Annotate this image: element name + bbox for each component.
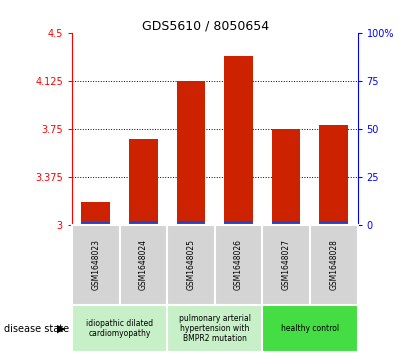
Text: GSM1648026: GSM1648026 [234,240,243,290]
Bar [215,225,262,305]
Text: GSM1648025: GSM1648025 [187,240,196,290]
Text: GSM1648027: GSM1648027 [282,240,291,290]
Bar [224,56,253,225]
Bar [319,221,348,225]
Text: ▶: ▶ [58,323,66,334]
Bar [129,139,158,225]
Bar [167,225,215,305]
Text: GSM1648028: GSM1648028 [329,240,338,290]
Bar [177,81,205,225]
Text: idiopathic dilated
cardiomyopathy: idiopathic dilated cardiomyopathy [86,319,153,338]
Bar [262,225,310,305]
Bar [272,129,300,225]
Bar [81,202,110,225]
Bar [319,125,348,225]
Bar [129,221,158,225]
Bar [81,222,110,225]
Text: GDS5610 / 8050654: GDS5610 / 8050654 [142,20,269,33]
Bar [310,225,358,305]
Text: healthy control: healthy control [281,324,339,333]
Bar [177,221,205,225]
Bar [72,225,120,305]
Text: pulmonary arterial
hypertension with
BMPR2 mutation: pulmonary arterial hypertension with BMP… [179,314,251,343]
Bar [224,221,253,225]
Text: disease state: disease state [4,323,69,334]
Text: GSM1648023: GSM1648023 [91,240,100,290]
Bar [262,305,358,352]
Bar [272,221,300,225]
Bar [72,305,167,352]
Bar [120,225,167,305]
Text: GSM1648024: GSM1648024 [139,240,148,290]
Bar [167,305,262,352]
